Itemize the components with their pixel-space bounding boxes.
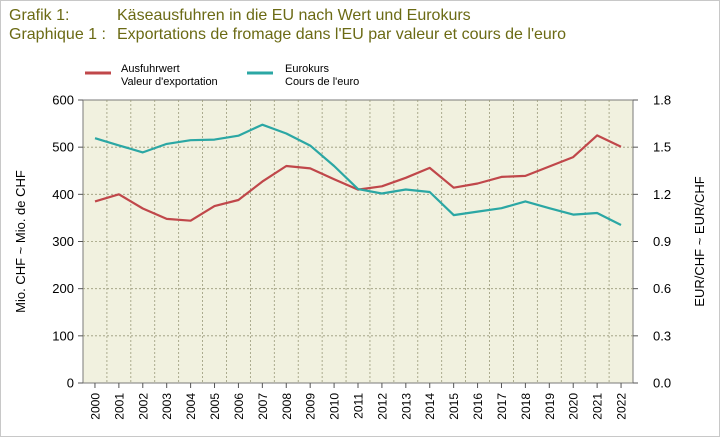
left-tick-label: 500 bbox=[52, 140, 74, 155]
x-tick-label: 2016 bbox=[471, 393, 485, 420]
chart-title-german: Grafik 1: Käseausfuhren in die EU nach We… bbox=[9, 7, 471, 25]
x-tick-label: 2019 bbox=[543, 393, 557, 420]
left-tick-label: 600 bbox=[52, 93, 74, 108]
grid-lines bbox=[83, 100, 633, 383]
title-text-de: Käseausfuhren in die EU nach Wert und Eu… bbox=[117, 7, 471, 24]
x-tick-label: 2021 bbox=[591, 393, 605, 420]
right-axis-label: EUR/CHF ~ EUR/CHF bbox=[692, 176, 707, 306]
legend-label-euro-de: Eurokurs bbox=[285, 63, 330, 75]
series-lines bbox=[94, 123, 622, 226]
right-tick-label: 0.0 bbox=[653, 376, 671, 391]
x-tick-label: 2014 bbox=[423, 393, 437, 420]
legend: Ausfuhrwert Valeur d'exportation Eurokur… bbox=[85, 63, 359, 88]
title-label-fr: Graphique 1 : bbox=[9, 26, 106, 43]
x-tick-label: 2018 bbox=[519, 393, 533, 420]
x-tick-label: 2007 bbox=[256, 393, 270, 420]
x-tick-label: 2006 bbox=[232, 393, 246, 420]
x-tick-label: 2004 bbox=[184, 393, 198, 420]
x-tick-label: 2020 bbox=[567, 393, 581, 420]
x-tick-label: 2015 bbox=[447, 393, 461, 420]
right-tick-label: 1.8 bbox=[653, 93, 671, 108]
title-label-de: Grafik 1: bbox=[9, 7, 70, 24]
x-axis-ticks: 2000 2001 2002 2003 2004 2005 2006 2007 2008 2009… bbox=[88, 383, 629, 420]
legend-label-export-de: Ausfuhrwert bbox=[121, 63, 180, 75]
euro-rate-line bbox=[94, 123, 622, 226]
left-axis-ticks: 0 100 200 300 400 500 600 bbox=[52, 93, 83, 391]
x-tick-label: 2010 bbox=[328, 393, 342, 420]
left-tick-label: 400 bbox=[52, 187, 74, 202]
x-tick-label: 2001 bbox=[112, 393, 126, 420]
right-tick-label: 0.3 bbox=[653, 328, 671, 343]
x-tick-label: 2022 bbox=[615, 393, 629, 420]
legend-label-euro-fr: Cours de l'euro bbox=[285, 76, 359, 88]
x-tick-label: 2002 bbox=[136, 393, 150, 420]
x-tick-label: 2003 bbox=[160, 393, 174, 420]
x-tick-label: 2017 bbox=[495, 393, 509, 420]
x-tick-label: 2009 bbox=[304, 393, 318, 420]
left-tick-label: 100 bbox=[52, 328, 74, 343]
left-axis-label: Mio. CHF ~ Mio. de CHF bbox=[13, 170, 28, 313]
x-tick-label: 2013 bbox=[399, 393, 413, 420]
left-tick-label: 200 bbox=[52, 281, 74, 296]
x-tick-label: 2005 bbox=[208, 393, 222, 420]
right-tick-label: 1.5 bbox=[653, 140, 671, 155]
x-tick-label: 2008 bbox=[280, 393, 294, 420]
title-text-fr: Exportations de fromage dans l'EU par va… bbox=[117, 26, 567, 43]
plot-area bbox=[82, 99, 634, 384]
x-tick-label: 2011 bbox=[352, 393, 366, 419]
right-tick-label: 0.6 bbox=[653, 281, 671, 296]
legend-label-export-fr: Valeur d'exportation bbox=[121, 76, 218, 88]
right-axis-ticks: 0.0 0.3 0.6 0.9 1.2 1.5 1.8 bbox=[633, 93, 671, 391]
x-tick-label: 2000 bbox=[88, 393, 102, 420]
right-tick-label: 1.2 bbox=[653, 187, 671, 202]
right-tick-label: 0.9 bbox=[653, 234, 671, 249]
left-tick-label: 0 bbox=[67, 376, 74, 391]
left-tick-label: 300 bbox=[52, 234, 74, 249]
chart-title-french: Graphique 1 : Exportations de fromage dan… bbox=[9, 26, 566, 44]
x-tick-label: 2012 bbox=[375, 393, 389, 420]
